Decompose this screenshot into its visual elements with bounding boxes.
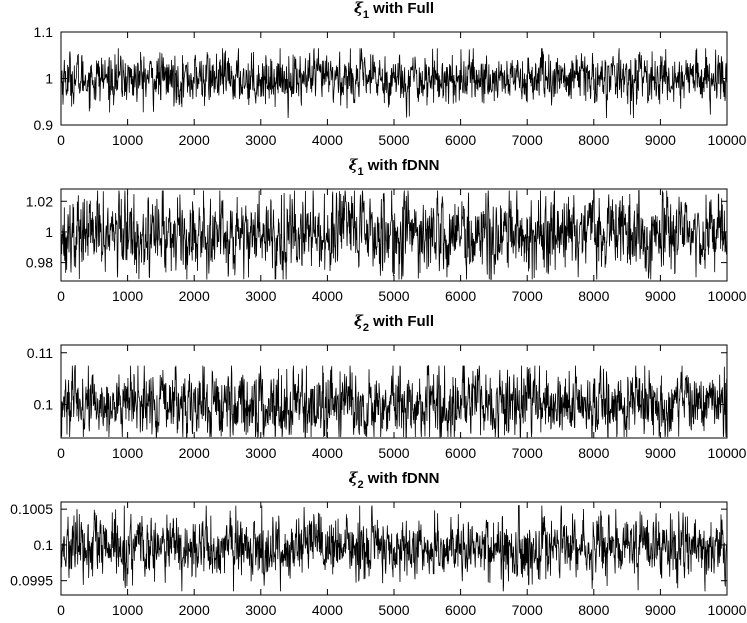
panel-4: ξ2 with fDNN 0 1000 2000 3000 4000 5000 6000 700… (10, 469, 747, 618)
x-tick-label: 3000 (245, 132, 276, 148)
trace-line (60, 365, 728, 438)
x-tick-label: 7000 (512, 288, 543, 304)
trace-line (60, 190, 728, 280)
x-tick-label: 1000 (112, 132, 143, 148)
x-tick-label: 4000 (312, 445, 343, 461)
x-tick-label: 9000 (645, 445, 676, 461)
x-tick-label: 9000 (645, 132, 676, 148)
x-tick-label: 2000 (179, 132, 210, 148)
title-symbol: ξ (354, 0, 364, 17)
title-suffix: with Full (369, 313, 434, 330)
x-tick-label: 3000 (245, 445, 276, 461)
x-tick-label: 4000 (312, 288, 343, 304)
y-tick-label: 1.1 (34, 24, 54, 40)
y-tick-label: 0.98 (26, 255, 53, 271)
panel-title: ξ2 with Full (354, 312, 434, 334)
x-tick-label: 4000 (312, 132, 343, 148)
x-tick-label: 5000 (378, 602, 409, 618)
x-tick-label: 6000 (445, 602, 476, 618)
x-tick-label: 0 (57, 602, 65, 618)
y-tick-label: 0.1 (34, 396, 54, 412)
x-tick-label: 10000 (708, 602, 747, 618)
title-suffix: with Full (369, 0, 434, 17)
title-symbol: ξ (354, 312, 364, 330)
y-tick-label: 0.9 (34, 117, 54, 133)
x-tick-label: 6000 (445, 288, 476, 304)
x-tick-label: 6000 (445, 445, 476, 461)
title-subscript: 1 (357, 166, 363, 178)
x-tick-label: 10000 (708, 288, 747, 304)
x-tick-label: 3000 (245, 602, 276, 618)
x-tick-label: 8000 (578, 288, 609, 304)
title-symbol: ξ (349, 469, 359, 487)
panel-title: ξ2 with fDNN (349, 469, 440, 491)
x-tick-label: 8000 (578, 445, 609, 461)
x-tick-label: 5000 (378, 288, 409, 304)
y-tick-label: 0.0995 (10, 573, 53, 589)
x-tick-label: 7000 (512, 132, 543, 148)
x-tick-label: 8000 (578, 132, 609, 148)
x-tick-label: 9000 (645, 288, 676, 304)
y-tick-label: 1 (45, 224, 53, 240)
panel-3: ξ2 with Full 0 1000 2000 3000 4000 5000 6000 700… (27, 312, 747, 461)
y-tick-label: 0.1005 (10, 501, 53, 517)
x-tick-label: 2000 (179, 288, 210, 304)
trace-line (60, 48, 728, 119)
title-suffix: with fDNN (364, 470, 440, 487)
title-subscript: 1 (363, 9, 369, 21)
x-tick-label: 2000 (179, 602, 210, 618)
x-tick-label: 8000 (578, 602, 609, 618)
y-tick-label: 0.1 (34, 537, 54, 553)
trace-line (60, 505, 728, 592)
x-tick-label: 10000 (708, 445, 747, 461)
y-tick-label: 0.11 (27, 345, 53, 361)
x-tick-label: 6000 (445, 132, 476, 148)
x-tick-label: 0 (57, 288, 65, 304)
x-tick-label: 1000 (112, 288, 143, 304)
title-symbol: ξ (349, 156, 359, 174)
title-subscript: 2 (357, 479, 363, 491)
x-tick-label: 10000 (708, 132, 747, 148)
title-subscript: 2 (363, 322, 369, 334)
x-tick-label: 7000 (512, 445, 543, 461)
y-tick-label: 1 (45, 71, 53, 87)
y-tick-label: 1.02 (26, 193, 53, 209)
x-tick-label: 9000 (645, 602, 676, 618)
panel-title: ξ1 with Full (354, 0, 434, 21)
x-tick-label: 3000 (245, 288, 276, 304)
x-tick-label: 5000 (378, 445, 409, 461)
x-tick-label: 7000 (512, 602, 543, 618)
x-tick-label: 1000 (112, 445, 143, 461)
x-tick-label: 1000 (112, 602, 143, 618)
x-tick-label: 4000 (312, 602, 343, 618)
title-suffix: with fDNN (364, 157, 440, 174)
x-tick-label: 2000 (179, 445, 210, 461)
x-tick-label: 0 (57, 132, 65, 148)
x-tick-label: 5000 (378, 132, 409, 148)
x-tick-label: 0 (57, 445, 65, 461)
panel-title: ξ1 with fDNN (349, 156, 440, 178)
